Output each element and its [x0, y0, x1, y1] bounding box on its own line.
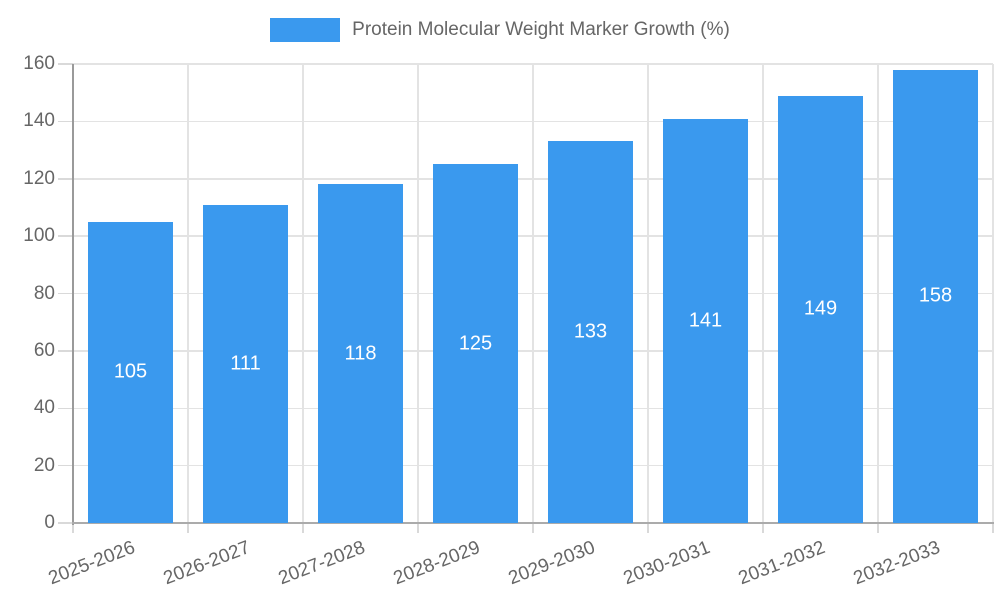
legend-swatch: [270, 18, 341, 42]
y-tick-mark: [58, 178, 73, 180]
legend-label: Protein Molecular Weight Marker Growth (…: [352, 19, 730, 40]
bar[interactable]: [203, 204, 288, 523]
y-tick-label: 40: [33, 397, 55, 419]
x-grid-line: [302, 64, 304, 523]
chart-legend[interactable]: Protein Molecular Weight Marker Growth (…: [0, 18, 1000, 42]
y-tick-mark: [58, 120, 73, 123]
bar[interactable]: [778, 95, 863, 523]
bar-value-label: 118: [344, 342, 377, 365]
x-axis-line: [72, 522, 994, 524]
x-tick-mark: [762, 523, 764, 533]
y-tick-mark: [58, 350, 73, 352]
y-axis-line: [72, 64, 74, 525]
x-tick-mark: [647, 523, 649, 533]
x-tick-mark: [187, 523, 189, 533]
y-tick-label: 20: [33, 454, 55, 476]
y-tick-label: 160: [23, 53, 55, 74]
bar-value-label: 125: [458, 332, 493, 355]
bar-value-label: 105: [113, 360, 148, 383]
y-tick-mark: [58, 464, 73, 467]
y-tick-label: 100: [23, 225, 55, 247]
y-tick-label: 0: [44, 512, 55, 533]
x-tick-label: 2026-2027: [160, 537, 253, 590]
x-tick-label: 2027-2028: [275, 537, 368, 590]
bar-value-label: 149: [803, 297, 838, 320]
y-tick-mark: [58, 407, 73, 409]
y-tick-label: 120: [23, 167, 55, 189]
x-grid-line: [877, 64, 879, 523]
x-tick-mark: [417, 523, 419, 533]
y-tick-label: 60: [33, 339, 55, 361]
x-grid-line: [992, 64, 994, 523]
bar-value-label: 141: [688, 309, 723, 332]
x-grid-line: [762, 64, 764, 523]
bar[interactable]: [88, 221, 173, 523]
y-tick-mark: [58, 522, 73, 524]
x-grid-line: [647, 64, 649, 523]
y-tick-mark: [58, 292, 73, 295]
x-tick-mark: [72, 523, 74, 533]
bar[interactable]: [893, 69, 978, 523]
x-grid-line: [187, 64, 189, 523]
x-tick-label: 2032-2033: [850, 537, 943, 590]
bar-value-label: 133: [573, 320, 608, 343]
x-tick-mark: [532, 523, 534, 533]
y-tick-label: 140: [23, 110, 55, 132]
x-grid-line: [532, 64, 534, 523]
y-tick-label: 80: [33, 282, 55, 304]
bar[interactable]: [548, 141, 633, 523]
y-tick-mark: [58, 235, 73, 237]
x-tick-label: 2029-2030: [505, 537, 598, 590]
bar[interactable]: [318, 184, 403, 523]
x-tick-label: 2028-2029: [390, 537, 483, 590]
bar[interactable]: [663, 118, 748, 523]
x-grid-line: [417, 64, 419, 523]
x-tick-mark: [877, 523, 879, 533]
y-tick-mark: [58, 63, 73, 65]
x-tick-label: 2025-2026: [45, 537, 138, 590]
bar[interactable]: [433, 164, 518, 523]
x-tick-mark: [992, 523, 994, 533]
bar-value-label: 158: [918, 284, 953, 307]
x-tick-label: 2030-2031: [620, 537, 713, 590]
x-tick-mark: [302, 523, 304, 533]
x-tick-label: 2031-2032: [735, 537, 828, 590]
bar-value-label: 111: [230, 352, 261, 375]
